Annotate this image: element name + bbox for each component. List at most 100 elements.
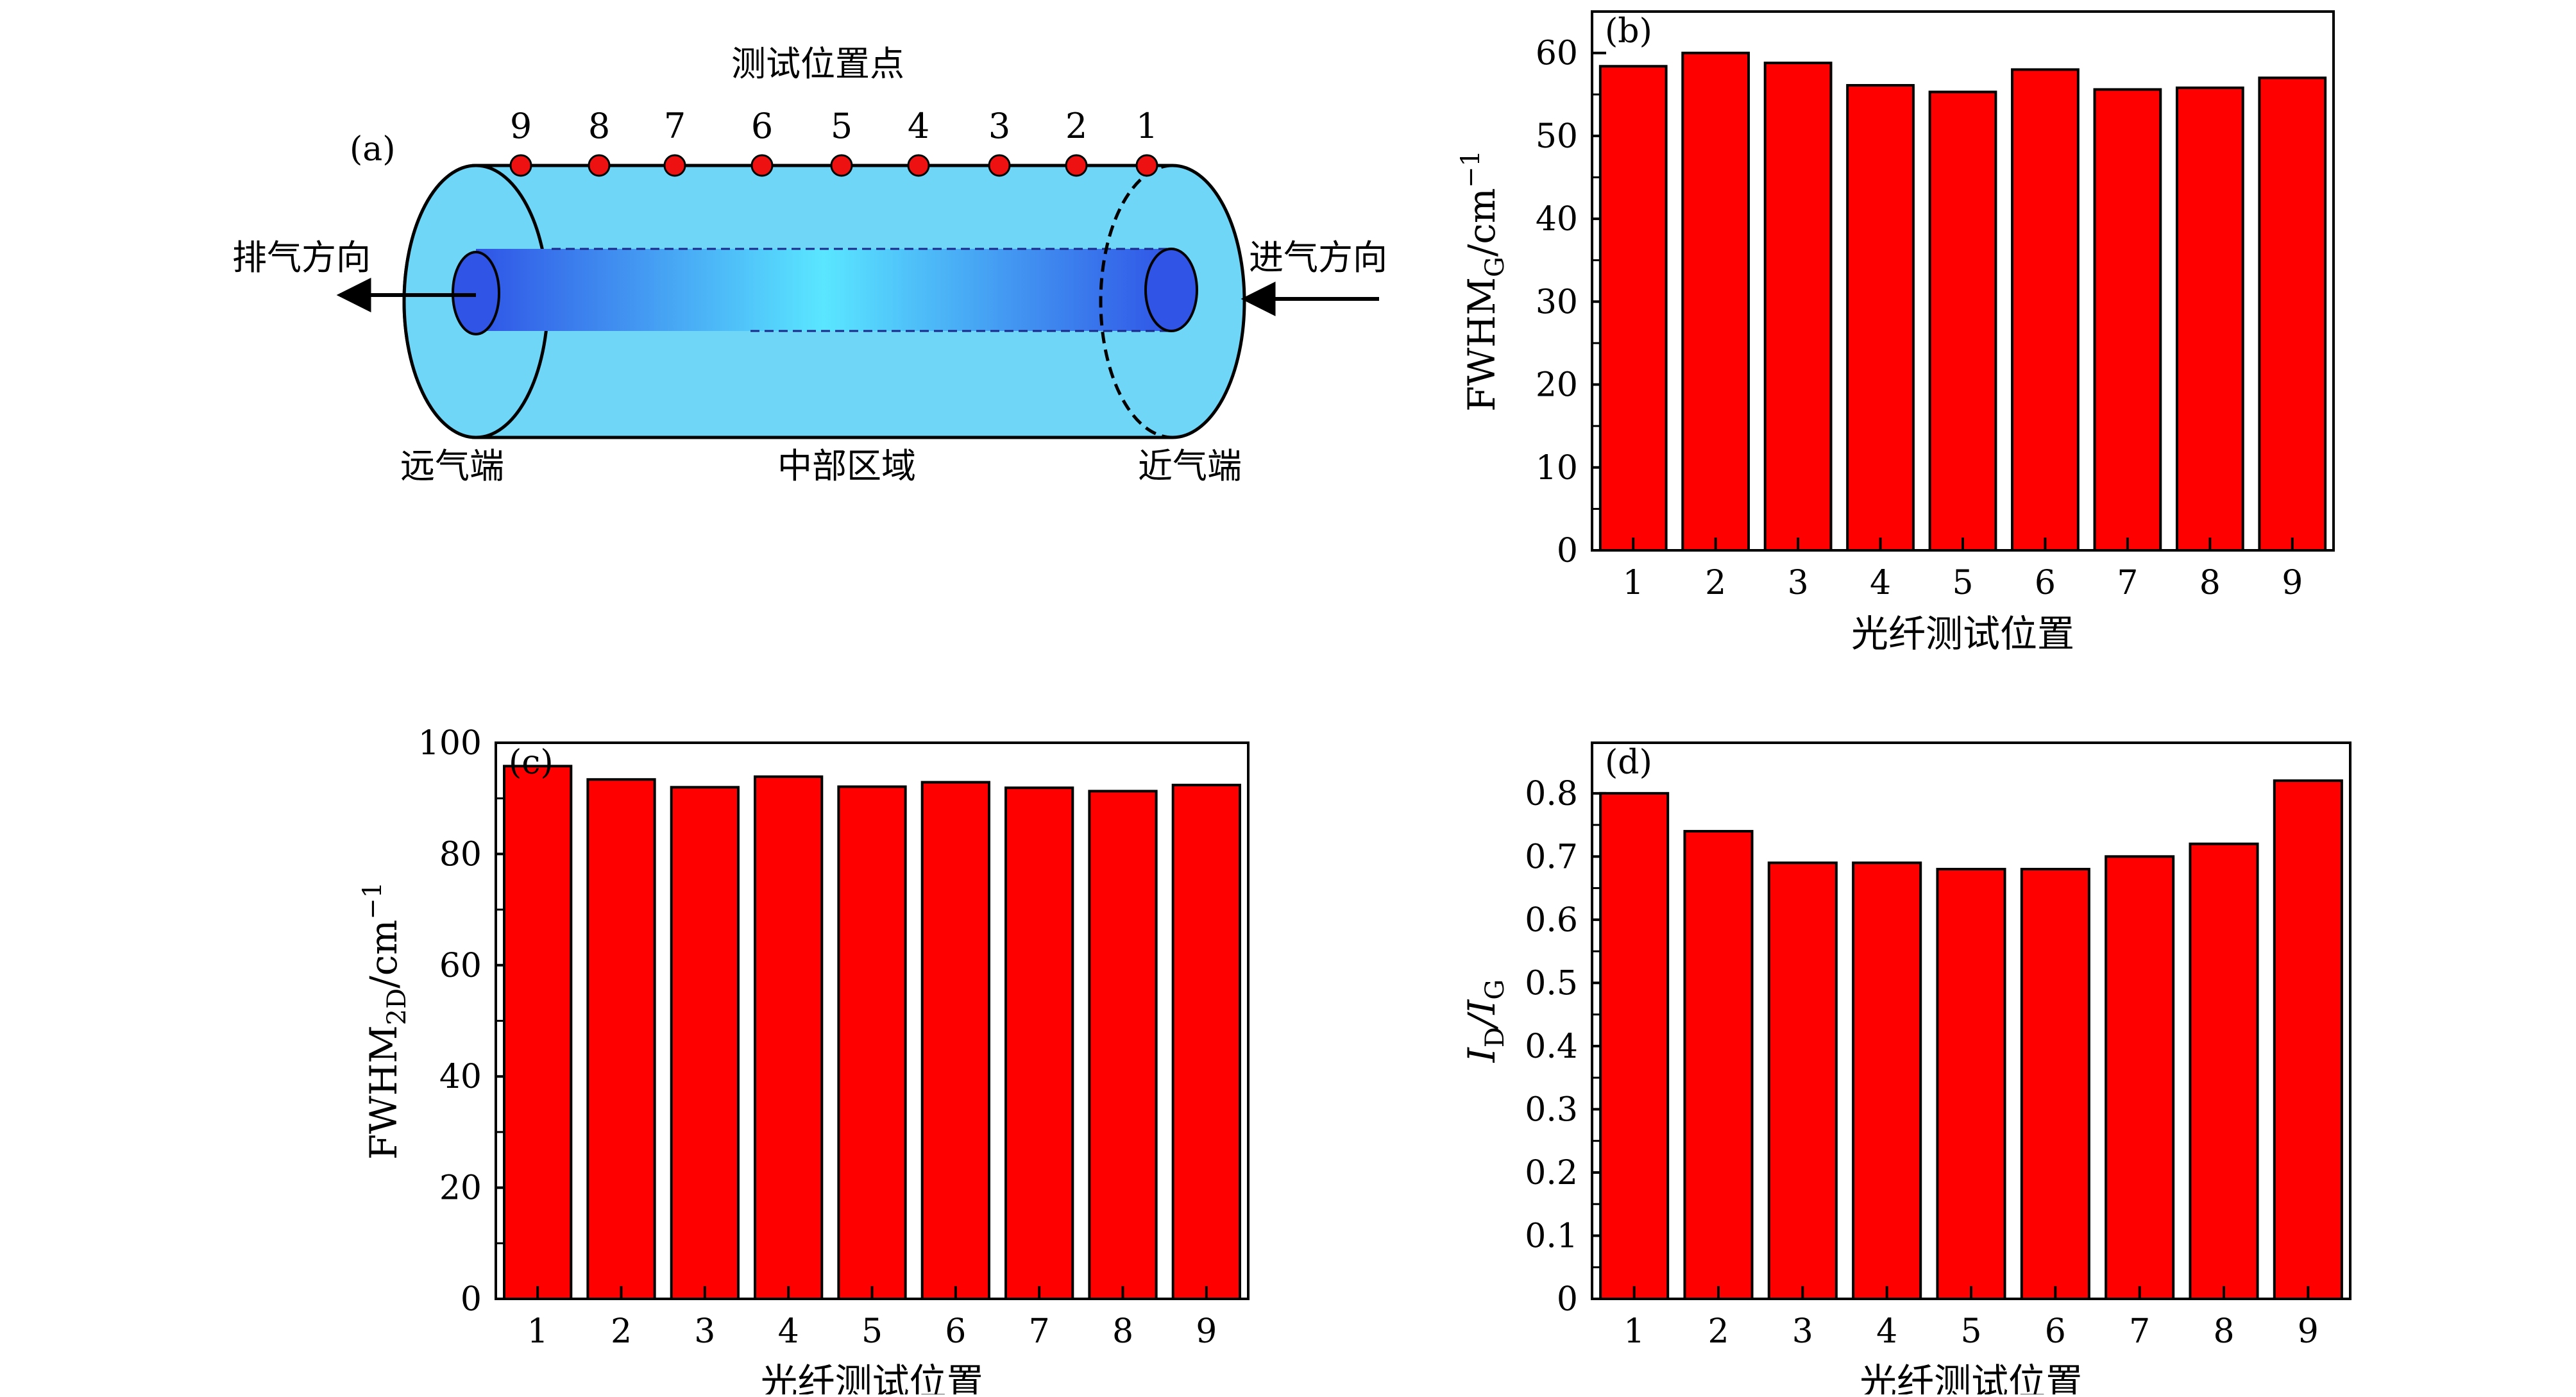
x-tick-label: 8 xyxy=(2213,1312,2234,1351)
near-end-dashed-rim xyxy=(1099,164,1173,439)
x-tick-label: 4 xyxy=(1870,564,1891,602)
x-tick-label: 4 xyxy=(778,1312,799,1351)
bar xyxy=(586,778,656,1301)
bar xyxy=(2093,88,2162,552)
x-tick-label: 1 xyxy=(527,1312,548,1351)
x-tick-label: 8 xyxy=(1112,1312,1133,1351)
x-tick-label: 9 xyxy=(2282,564,2303,602)
measure-point xyxy=(1135,154,1158,177)
y-axis-title: ID/IG xyxy=(1460,979,1510,1063)
y-tick-label: 0.2 xyxy=(1525,1154,1578,1192)
chart-id-ig: 0 0.1 0.2 0.3 0.4 0.5 0.6 0.7 0.8 1 2 3 4 5 6 7 8 9 (d) 光纤测… xyxy=(1460,741,2351,1397)
y-axis-title-superscript: −1 xyxy=(358,882,387,920)
x-axis-title: 光纤测试位置 xyxy=(1860,1360,2083,1394)
y-axis-title: FWHMG/cm−1 xyxy=(1456,150,1510,412)
bar xyxy=(2273,779,2343,1300)
bar xyxy=(2020,868,2090,1300)
x-tick-label: 3 xyxy=(1788,564,1809,602)
y-tick-label: 0.8 xyxy=(1525,775,1578,813)
chart-fwhm-g: 0 10 20 30 40 50 60 1 2 3 4 5 6 7 8 9 (b) 光纤测试位置 FWHMG/cm−… xyxy=(1456,10,2335,656)
near-end-label: 近气端 xyxy=(1138,446,1242,486)
y-tick-label: 10 xyxy=(1536,449,1578,487)
bar xyxy=(1763,62,1833,552)
measure-points: 9 8 7 6 5 4 3 2 1 xyxy=(509,106,1158,177)
y-tick-label: 0.3 xyxy=(1525,1090,1578,1129)
y-axis-title-subscript: 2D xyxy=(382,988,412,1026)
x-tick-label: 2 xyxy=(611,1312,632,1351)
y-axis-title-subscript: G xyxy=(1480,257,1510,277)
y-tick-label: 40 xyxy=(1536,200,1578,239)
y-axis-title-subscript: D xyxy=(1480,1027,1510,1047)
measure-point xyxy=(1065,154,1088,177)
x-tick-label: 3 xyxy=(1792,1312,1813,1351)
measure-point-number: 5 xyxy=(831,106,852,146)
y-tick-label: 0.6 xyxy=(1525,901,1578,940)
x-tick-label: 2 xyxy=(1707,1312,1729,1351)
x-axis-title: 光纤测试位置 xyxy=(1851,612,2074,656)
measure-point-number: 7 xyxy=(664,106,686,146)
measure-point-number: 6 xyxy=(751,106,773,146)
bar xyxy=(920,781,990,1300)
y-tick-label: 60 xyxy=(439,947,482,985)
bar xyxy=(1088,790,1158,1300)
exhaust-label: 排气方向 xyxy=(232,237,371,278)
diagram-panel-label: (a) xyxy=(350,130,396,169)
measure-point-number: 2 xyxy=(1065,106,1087,146)
y-axis-title-subscript: G xyxy=(1480,979,1510,1000)
bar xyxy=(670,786,740,1300)
bar xyxy=(1683,829,1754,1300)
bar xyxy=(2105,855,2175,1301)
y-axis-title-unit: /cm xyxy=(1460,188,1504,257)
far-end-label: 远气端 xyxy=(400,446,504,486)
x-tick-label: 7 xyxy=(1029,1312,1050,1351)
y-axis-title-unit: /I xyxy=(1460,999,1504,1031)
measure-point xyxy=(750,154,774,177)
measure-point-number: 9 xyxy=(510,106,532,146)
y-tick-label: 80 xyxy=(439,835,482,874)
bar xyxy=(837,785,907,1301)
measure-point xyxy=(588,154,611,177)
y-tick-label: 20 xyxy=(439,1169,482,1208)
x-tick-label: 6 xyxy=(945,1312,966,1351)
bar xyxy=(754,775,824,1300)
measure-point xyxy=(509,154,532,177)
y-tick-label: 0 xyxy=(1557,532,1578,570)
panel-label: (c) xyxy=(509,743,554,782)
y-axis-title-main: FWHM xyxy=(1460,277,1504,412)
x-tick-label: 9 xyxy=(1196,1312,1217,1351)
y-tick-label: 0 xyxy=(1557,1280,1578,1319)
bar xyxy=(1599,792,1670,1301)
x-tick-label: 1 xyxy=(1623,1312,1645,1351)
inner-core xyxy=(476,249,1171,331)
x-tick-label: 2 xyxy=(1705,564,1726,602)
x-tick-label: 8 xyxy=(2199,564,2221,602)
bar xyxy=(1928,90,1997,552)
y-axis-title-main: FWHM xyxy=(362,1025,405,1160)
y-tick-label: 0.1 xyxy=(1525,1217,1578,1255)
y-tick-label: 60 xyxy=(1536,35,1578,73)
bar xyxy=(1852,861,1922,1301)
bar xyxy=(1681,51,1750,552)
chart-fwhm-2d: 0 20 40 60 80 100 1 2 3 4 5 6 7 8 9 (c) 光纤测试位置 FWHM2D/cm−… xyxy=(358,724,1250,1397)
y-tick-label: 40 xyxy=(439,1058,482,1096)
measure-point-number: 4 xyxy=(908,106,929,146)
measure-point xyxy=(663,154,686,177)
bar xyxy=(1598,65,1668,552)
bar xyxy=(2011,68,2080,552)
y-tick-label: 0.7 xyxy=(1525,838,1578,876)
y-tick-label: 0 xyxy=(461,1280,482,1319)
middle-label: 中部区域 xyxy=(777,446,916,486)
y-tick-label: 20 xyxy=(1536,366,1578,405)
y-tick-label: 50 xyxy=(1536,117,1578,156)
bar xyxy=(1846,84,1915,552)
measure-point-number: 1 xyxy=(1136,106,1158,146)
bar xyxy=(1936,868,2006,1300)
measure-point xyxy=(830,154,853,177)
panel-label: (b) xyxy=(1605,12,1652,51)
bar xyxy=(2258,76,2327,552)
x-tick-label: 4 xyxy=(1876,1312,1897,1351)
x-tick-label: 9 xyxy=(2298,1312,2319,1351)
panel-label: (d) xyxy=(1605,743,1652,782)
y-tick-label: 0.5 xyxy=(1525,964,1578,1003)
